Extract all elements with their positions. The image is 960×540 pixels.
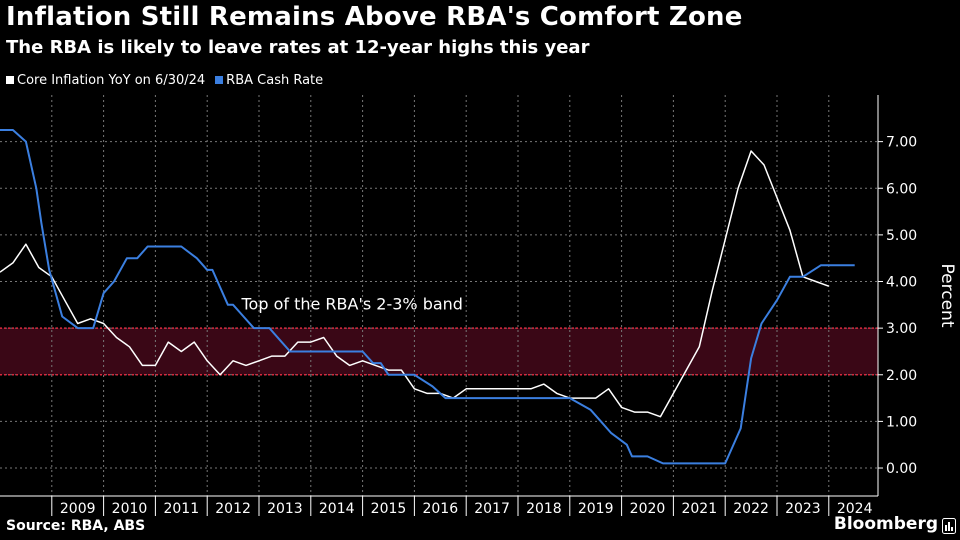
x-tick-label: 2024 — [837, 501, 873, 517]
chart-title: Inflation Still Remains Above RBA's Comf… — [6, 2, 743, 32]
x-tick-label: 2010 — [112, 501, 148, 517]
legend-label-core-inflation: Core Inflation YoY on 6/30/24 — [17, 72, 206, 88]
legend-label-cash-rate: RBA Cash Rate — [226, 72, 324, 88]
core-inflation-line — [0, 150, 830, 418]
y-tick-label: 3.00 — [886, 321, 917, 337]
x-tick-label: 2015 — [371, 501, 407, 517]
y-tick-label: 1.00 — [886, 414, 917, 430]
cash-rate-line — [0, 129, 855, 465]
x-tick-label: 2023 — [785, 501, 821, 517]
chart-subtitle: The RBA is likely to leave rates at 12-y… — [6, 37, 590, 58]
x-tick-label: 2012 — [215, 501, 251, 517]
legend-swatch-cash-rate — [215, 76, 224, 84]
bloomberg-terminal-icon — [942, 518, 956, 534]
y-tick-label: 4.00 — [886, 275, 917, 291]
y-tick-label: 5.00 — [886, 228, 917, 244]
x-tick-label: 2016 — [422, 501, 458, 517]
legend-item-cash-rate: RBA Cash Rate — [215, 73, 323, 88]
legend-item-core-inflation: Core Inflation YoY on 6/30/24 — [6, 73, 205, 88]
target-band — [0, 328, 878, 375]
band-annotation: Top of the RBA's 2-3% band — [240, 294, 462, 313]
y-tick-label: 2.00 — [886, 368, 917, 384]
x-tick-label: 2014 — [319, 501, 355, 517]
x-tick-label: 2022 — [733, 501, 769, 517]
legend-swatch-core-inflation — [6, 76, 14, 84]
x-tick-label: 2017 — [474, 501, 510, 517]
x-tick-label: 2009 — [60, 501, 96, 517]
y-tick-label: 6.00 — [886, 181, 917, 197]
bloomberg-logo: Bloomberg — [833, 514, 938, 534]
y-tick-label: 0.00 — [886, 461, 917, 477]
x-tick-label: 2018 — [526, 501, 562, 517]
x-tick-label: 2013 — [267, 501, 303, 517]
x-tick-label: 2011 — [163, 501, 199, 517]
y-axis-label: Percent — [937, 264, 957, 328]
y-tick-label: 7.00 — [886, 135, 917, 151]
legend: Core Inflation YoY on 6/30/24 RBA Cash R… — [6, 71, 323, 89]
source-note: Source: RBA, ABS — [6, 518, 146, 534]
x-tick-label: 2021 — [681, 501, 717, 517]
x-tick-label: 2020 — [630, 501, 666, 517]
x-tick-label: 2019 — [578, 501, 614, 517]
